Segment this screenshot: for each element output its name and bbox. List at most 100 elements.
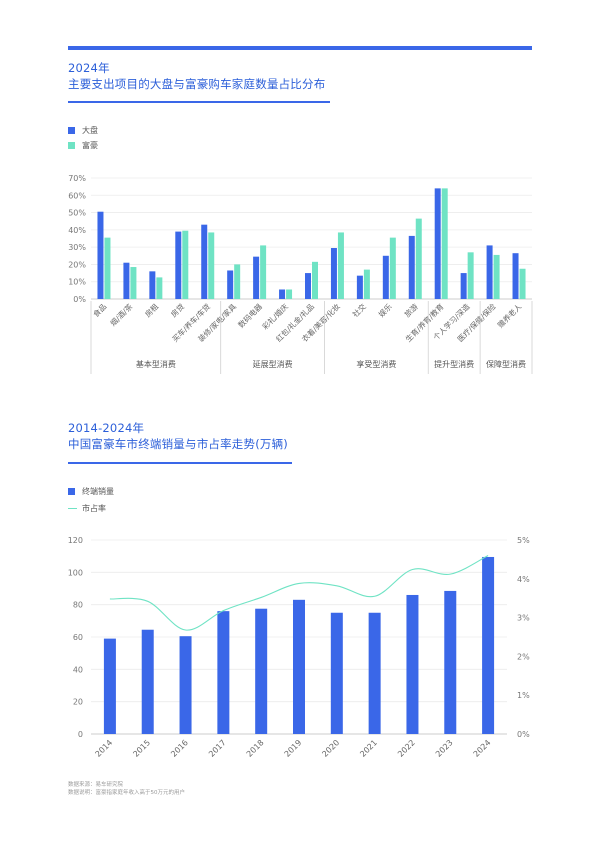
chart2-xtick-label: 2014 [94, 738, 115, 759]
chart1-bar-fuhao [363, 269, 370, 299]
legend-item-dapan: 大盘 [68, 123, 98, 138]
chart1-bar-fuhao [493, 254, 500, 299]
legend-item-sales: 终端销量 [68, 484, 114, 499]
chart1-bar-dapan [149, 271, 156, 299]
chart1-year: 2024年 [68, 61, 110, 75]
chart2-bar-sales [482, 556, 495, 734]
chart2-ytick-left-label: 20 [73, 698, 83, 707]
chart1-bar-dapan [512, 253, 519, 299]
chart1-legend: 大盘 富豪 [68, 123, 98, 153]
chart2-bar-sales [293, 599, 305, 734]
chart2-legend: 终端销量 市占率 [68, 484, 114, 516]
legend-swatch-fuhao [68, 142, 75, 149]
chart1-bar-dapan [486, 245, 493, 299]
chart1-bar-dapan [123, 262, 130, 299]
chart1-bar-fuhao [312, 261, 318, 299]
chart1-ytick-label: 10% [68, 278, 86, 287]
chart1-bar-dapan [434, 188, 441, 299]
chart2-ytick-right-label: 0% [517, 730, 530, 739]
chart1-bar-fuhao [234, 264, 241, 299]
chart1-bar-fuhao [337, 232, 344, 299]
chart2-bar-sales [330, 612, 343, 734]
chart2-bar-sales [444, 590, 457, 734]
chart1-bar-dapan [201, 224, 208, 299]
chart1-bar-fuhao [286, 289, 293, 299]
chart2-bar-sales [141, 629, 154, 734]
chart1-title-block: 2024年 主要支出项目的大盘与富豪购车家庭数量占比分布 [68, 60, 325, 92]
chart2-title: 中国富豪车市终端销量与市占率走势(万辆) [68, 437, 288, 451]
chart1-bar-dapan [382, 255, 389, 299]
chart2-xtick-label: 2019 [283, 738, 304, 759]
chart2-title-block: 2014-2024年 中国富豪车市终端销量与市占率走势(万辆) [68, 420, 288, 452]
legend-swatch-dapan [68, 127, 75, 134]
chart2-ytick-right-label: 1% [517, 691, 530, 700]
legend-swatch-sales [68, 488, 75, 495]
chart1-bar-fuhao [415, 218, 422, 299]
chart2-xtick-label: 2020 [320, 738, 341, 759]
chart1-ytick-label: 30% [68, 243, 86, 252]
chart1-group-label: 保障型消费 [486, 359, 526, 369]
chart2-bar-sales [103, 638, 116, 734]
chart1-bar-fuhao [208, 232, 215, 299]
chart2-xtick-label: 2021 [358, 738, 379, 759]
chart1-ytick-label: 70% [68, 174, 86, 183]
chart2-year: 2014-2024年 [68, 421, 145, 435]
top-accent-bar [68, 46, 532, 50]
chart1-title: 主要支出项目的大盘与富豪购车家庭数量占比分布 [68, 77, 326, 91]
chart1-bar-fuhao [467, 252, 474, 299]
chart2-line-share [109, 555, 489, 631]
chart2-xtick-label: 2022 [396, 738, 417, 759]
chart2-ytick-left-label: 100 [68, 568, 83, 577]
chart1-bar-dapan [253, 256, 260, 299]
chart1-bar-fuhao [519, 268, 526, 299]
chart2-bar-sales [255, 608, 268, 734]
chart2-title-underline [68, 462, 292, 464]
legend-item-fuhao: 富豪 [68, 138, 98, 153]
chart1-ytick-label: 60% [68, 191, 86, 200]
chart1-bar-fuhao [156, 277, 163, 299]
chart1-group-label: 延展型消费 [253, 359, 293, 369]
chart2-xtick-label: 2018 [245, 738, 266, 759]
chart2-ytick-right-label: 2% [517, 652, 530, 661]
chart1-bar-fuhao [130, 267, 137, 299]
legend-label-sales: 终端销量 [82, 487, 114, 496]
chart1-bar-fuhao [389, 237, 396, 299]
legend-label-fuhao: 富豪 [82, 141, 98, 150]
chart1-bar-fuhao [182, 230, 189, 299]
chart2-bar-sales [368, 612, 381, 734]
chart1-ytick-label: 0% [73, 295, 86, 304]
chart1-bar-dapan [460, 273, 467, 299]
chart2-ytick-right-label: 5% [517, 536, 530, 545]
chart1-title-underline [68, 101, 330, 103]
footnote: 数据来源：易车研究院 数据说明：富豪指家庭年收入高于50万元的用户 [68, 781, 185, 797]
chart2-bar-sales [406, 594, 419, 734]
footnote-source: 数据来源：易车研究院 [68, 782, 124, 788]
chart1-bar-dapan [175, 231, 182, 299]
chart2-ytick-left-label: 60 [73, 633, 83, 642]
chart2-xtick-label: 2024 [472, 738, 493, 759]
legend-label-share: 市占率 [82, 504, 106, 513]
chart1-bar-dapan [97, 211, 104, 299]
chart2-bar-sales [217, 611, 230, 734]
chart2-xtick-label: 2016 [169, 738, 190, 759]
chart2-ytick-left-label: 40 [73, 665, 83, 674]
legend-line-share [68, 507, 77, 510]
chart2-bar-sales [179, 636, 192, 734]
chart2-ytick-right-label: 4% [517, 575, 530, 584]
legend-item-share: 市占率 [68, 501, 114, 516]
chart2-ytick-right-label: 3% [517, 614, 530, 623]
chart1-group-label: 基本型消费 [136, 359, 176, 369]
footnote-note: 数据说明：富豪指家庭年收入高于50万元的用户 [68, 790, 186, 796]
chart1-ytick-label: 50% [68, 209, 86, 218]
chart1-bar-fuhao [441, 188, 448, 299]
chart2-xtick-label: 2015 [131, 738, 152, 759]
chart1-bar-dapan [408, 235, 415, 299]
chart1-bar-dapan [305, 273, 311, 299]
chart2-ytick-left-label: 120 [68, 536, 83, 545]
chart1-bar-dapan [330, 248, 337, 299]
chart1-ytick-label: 40% [68, 226, 86, 235]
chart1-group-label: 享受型消费 [356, 359, 396, 369]
chart1-bar-dapan [356, 275, 363, 299]
